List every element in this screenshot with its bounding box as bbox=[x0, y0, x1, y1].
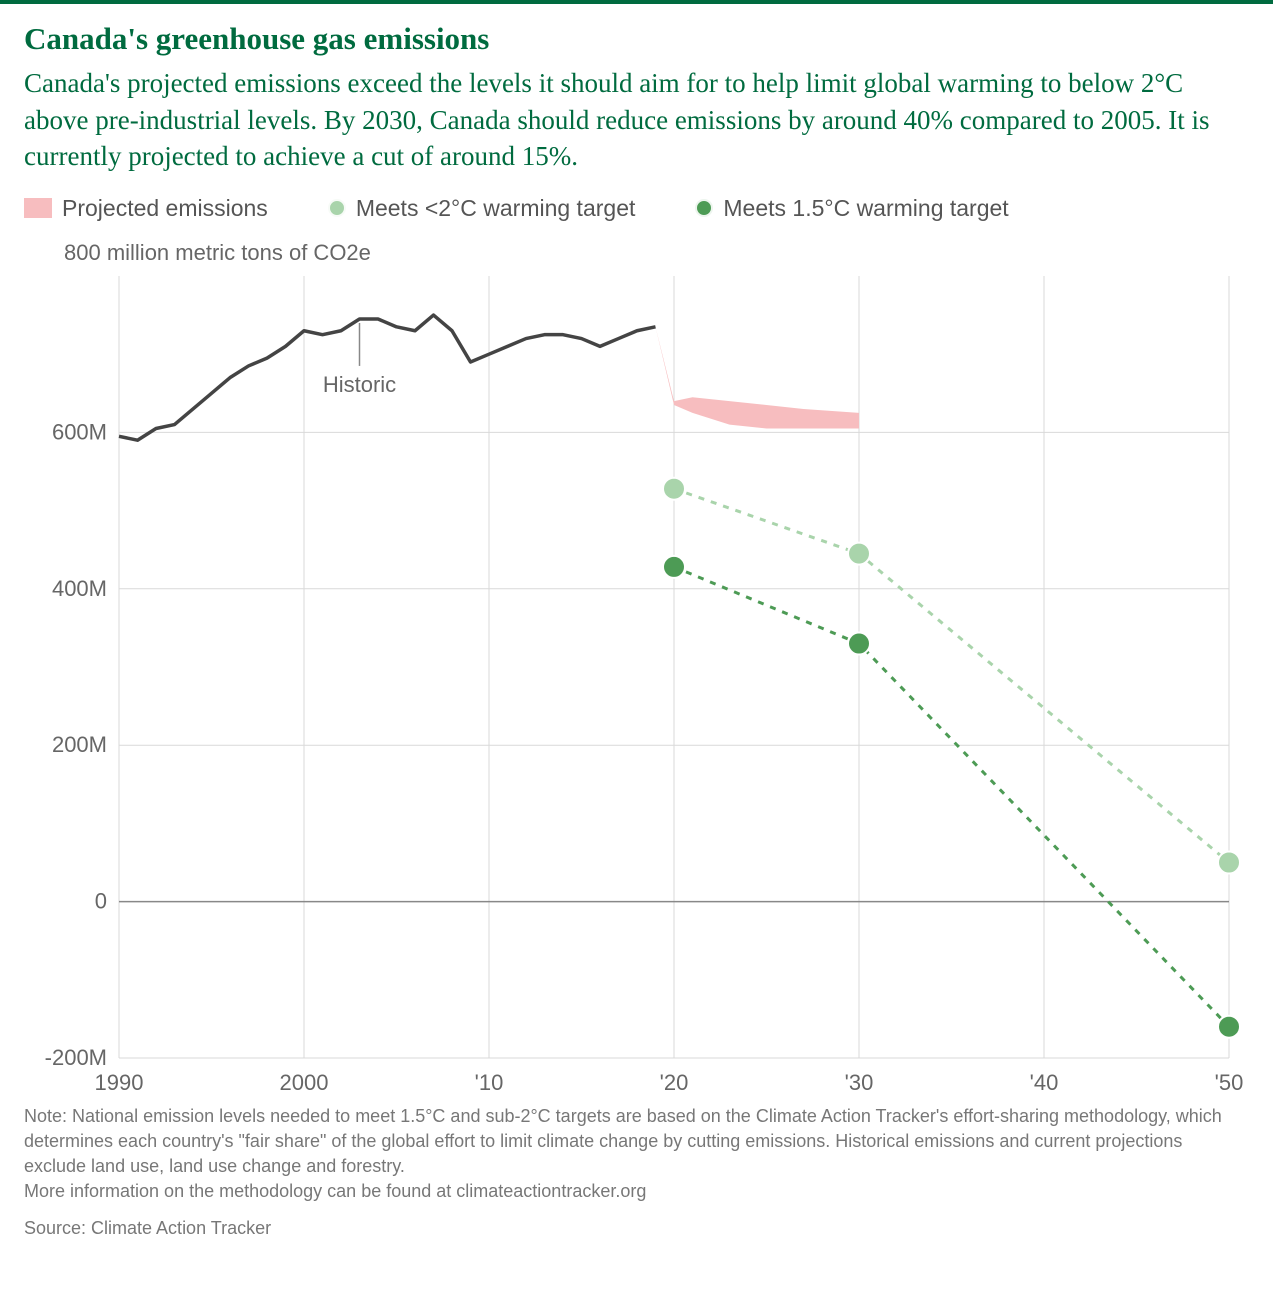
legend-item-projected: Projected emissions bbox=[24, 195, 268, 222]
svg-text:'20: '20 bbox=[660, 1070, 689, 1095]
legend-marker-target2c bbox=[328, 199, 346, 217]
chart-subtitle: Canada's projected emissions exceed the … bbox=[24, 65, 1249, 174]
footnote: Note: National emission levels needed to… bbox=[24, 1104, 1249, 1205]
target-2c-line bbox=[674, 488, 1229, 862]
svg-text:-200M: -200M bbox=[45, 1045, 107, 1070]
legend-label-projected: Projected emissions bbox=[62, 195, 268, 222]
svg-text:2000: 2000 bbox=[280, 1070, 329, 1095]
legend-label-target2c: Meets <2°C warming target bbox=[356, 195, 636, 222]
chart-container: Canada's greenhouse gas emissions Canada… bbox=[0, 0, 1273, 1259]
target-2c-marker bbox=[848, 542, 870, 564]
target-15c-marker bbox=[1218, 1015, 1240, 1037]
target-15c-marker bbox=[663, 555, 685, 577]
target-15c-line bbox=[674, 566, 1229, 1026]
legend-swatch-projected bbox=[24, 198, 52, 218]
svg-text:'40: '40 bbox=[1030, 1070, 1059, 1095]
source-line: Source: Climate Action Tracker bbox=[24, 1218, 1249, 1239]
svg-text:'50: '50 bbox=[1215, 1070, 1244, 1095]
projected-band bbox=[656, 326, 860, 428]
legend-marker-target15c bbox=[695, 199, 713, 217]
svg-text:400M: 400M bbox=[52, 575, 107, 600]
svg-text:'10: '10 bbox=[475, 1070, 504, 1095]
target-2c-marker bbox=[663, 477, 685, 499]
svg-text:200M: 200M bbox=[52, 732, 107, 757]
target-2c-marker bbox=[1218, 851, 1240, 873]
svg-text:1990: 1990 bbox=[95, 1070, 144, 1095]
legend-item-target15c: Meets 1.5°C warming target bbox=[695, 195, 1008, 222]
legend: Projected emissions Meets <2°C warming t… bbox=[24, 195, 1249, 222]
historic-label: Historic bbox=[323, 371, 396, 396]
legend-label-target15c: Meets 1.5°C warming target bbox=[723, 195, 1008, 222]
chart-area: 1990 2000 '10 '20 '30 '40 '50 -200M 0 200M 400M 600… bbox=[24, 228, 1249, 1098]
svg-text:0: 0 bbox=[95, 888, 107, 913]
svg-text:'30: '30 bbox=[845, 1070, 874, 1095]
chart-title: Canada's greenhouse gas emissions bbox=[24, 20, 1249, 57]
svg-text:800 million metric tons of CO2: 800 million metric tons of CO2e bbox=[64, 240, 371, 265]
legend-item-target2c: Meets <2°C warming target bbox=[328, 195, 636, 222]
chart-svg: 1990 2000 '10 '20 '30 '40 '50 -200M 0 200M 400M 600… bbox=[24, 228, 1249, 1098]
target-15c-marker bbox=[848, 632, 870, 654]
svg-text:600M: 600M bbox=[52, 419, 107, 444]
